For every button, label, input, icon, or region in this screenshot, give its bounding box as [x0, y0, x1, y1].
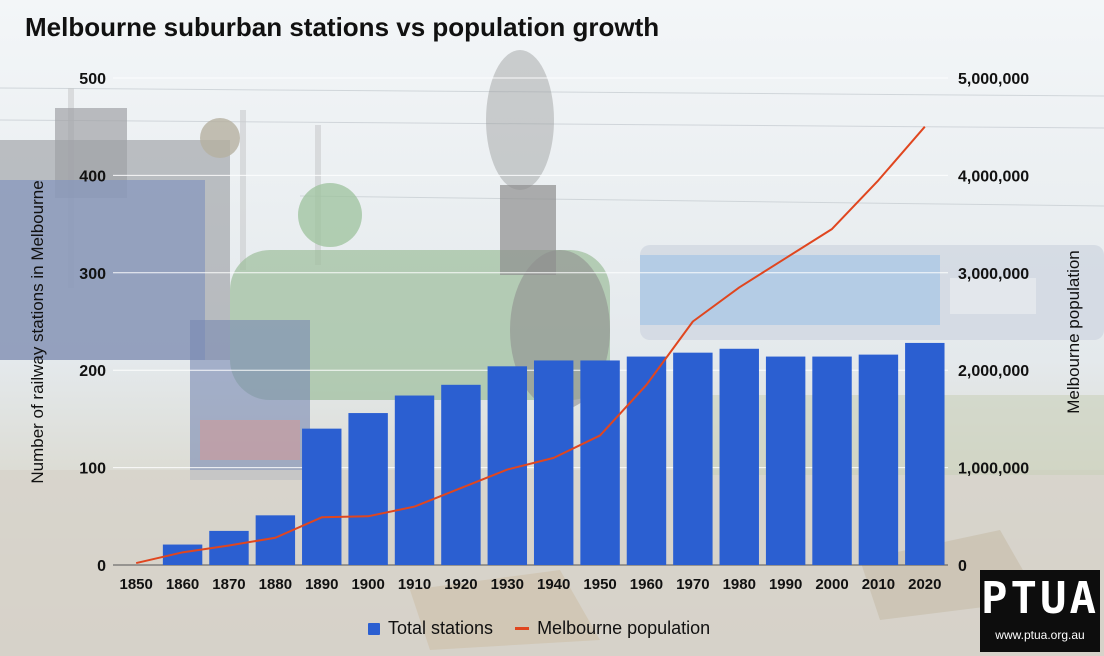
x-tick-label: 1900: [351, 576, 384, 593]
left-tick-label: 0: [97, 558, 106, 575]
bar: [858, 354, 899, 565]
legend-line-swatch: [515, 627, 530, 630]
x-tick-label: 1890: [305, 576, 338, 593]
right-axis-ticks: 0 1,000,000 2,000,000 3,000,000 4,000,000 5,0…: [958, 71, 1029, 575]
ptua-logo[interactable]: PTUA www.ptua.org.au: [980, 570, 1100, 652]
line-series: [135, 126, 926, 565]
x-tick-label: 1920: [444, 576, 477, 593]
x-tick-label: 1930: [491, 576, 524, 593]
x-tick-label: 1850: [120, 576, 153, 593]
bar: [580, 360, 620, 565]
legend-label-population: Melbourne population: [537, 618, 711, 638]
bar: [626, 356, 667, 565]
x-tick-label: 1970: [676, 576, 709, 593]
legend-bar-swatch: [368, 622, 380, 635]
bar: [394, 395, 435, 565]
bar: [673, 352, 713, 565]
right-tick-label: 2,000,000: [958, 363, 1029, 380]
x-tick-label: 1990: [769, 576, 802, 593]
bar: [348, 413, 388, 565]
right-tick-label: 0: [958, 558, 967, 575]
right-tick-label: 1,000,000: [958, 461, 1029, 478]
x-axis-ticks: 1850 1860 1870 1880 1890 1900 1910 1920 1930 1940…: [120, 576, 942, 593]
left-axis-ticks: 0 100 200 300 400 500: [79, 71, 106, 575]
logo-url: www.ptua.org.au: [995, 628, 1085, 642]
x-tick-label: 2000: [815, 576, 848, 593]
x-tick-label: 1870: [212, 576, 245, 593]
left-tick-label: 500: [79, 71, 106, 88]
bar: [162, 544, 203, 565]
x-tick-label: 1860: [166, 576, 199, 593]
gridlines: [113, 77, 948, 566]
legend-label-stations: Total stations: [388, 618, 494, 638]
right-tick-label: 3,000,000: [958, 266, 1029, 283]
right-tick-label: 4,000,000: [958, 168, 1029, 185]
x-tick-label: 2020: [908, 576, 941, 593]
left-tick-label: 100: [79, 461, 106, 478]
legend: Total stations Melbourne population: [368, 618, 710, 639]
x-tick-label: 1940: [537, 576, 570, 593]
x-tick-label: 1980: [723, 576, 756, 593]
chart-title: Melbourne suburban stations vs populatio…: [25, 12, 660, 42]
left-tick-label: 300: [79, 266, 106, 283]
bar: [905, 342, 945, 565]
right-tick-label: 5,000,000: [958, 71, 1029, 88]
x-tick-label: 1960: [630, 576, 663, 593]
bar: [441, 384, 481, 565]
bar: [533, 360, 574, 565]
left-tick-label: 400: [79, 168, 106, 185]
left-tick-label: 200: [79, 363, 106, 380]
bar: [765, 356, 806, 565]
right-axis-title: Melbourne population: [1064, 250, 1083, 414]
bar-series: [162, 342, 945, 565]
bar: [719, 348, 759, 565]
x-tick-label: 1950: [583, 576, 616, 593]
bar: [812, 356, 852, 565]
logo-letters: PTUA: [981, 573, 1099, 624]
x-tick-label: 2010: [862, 576, 895, 593]
bar: [302, 428, 342, 565]
left-axis-title: Number of railway stations in Melbourne: [28, 180, 47, 484]
population-line: [135, 126, 926, 565]
x-tick-label: 1910: [398, 576, 431, 593]
x-tick-label: 1880: [259, 576, 292, 593]
